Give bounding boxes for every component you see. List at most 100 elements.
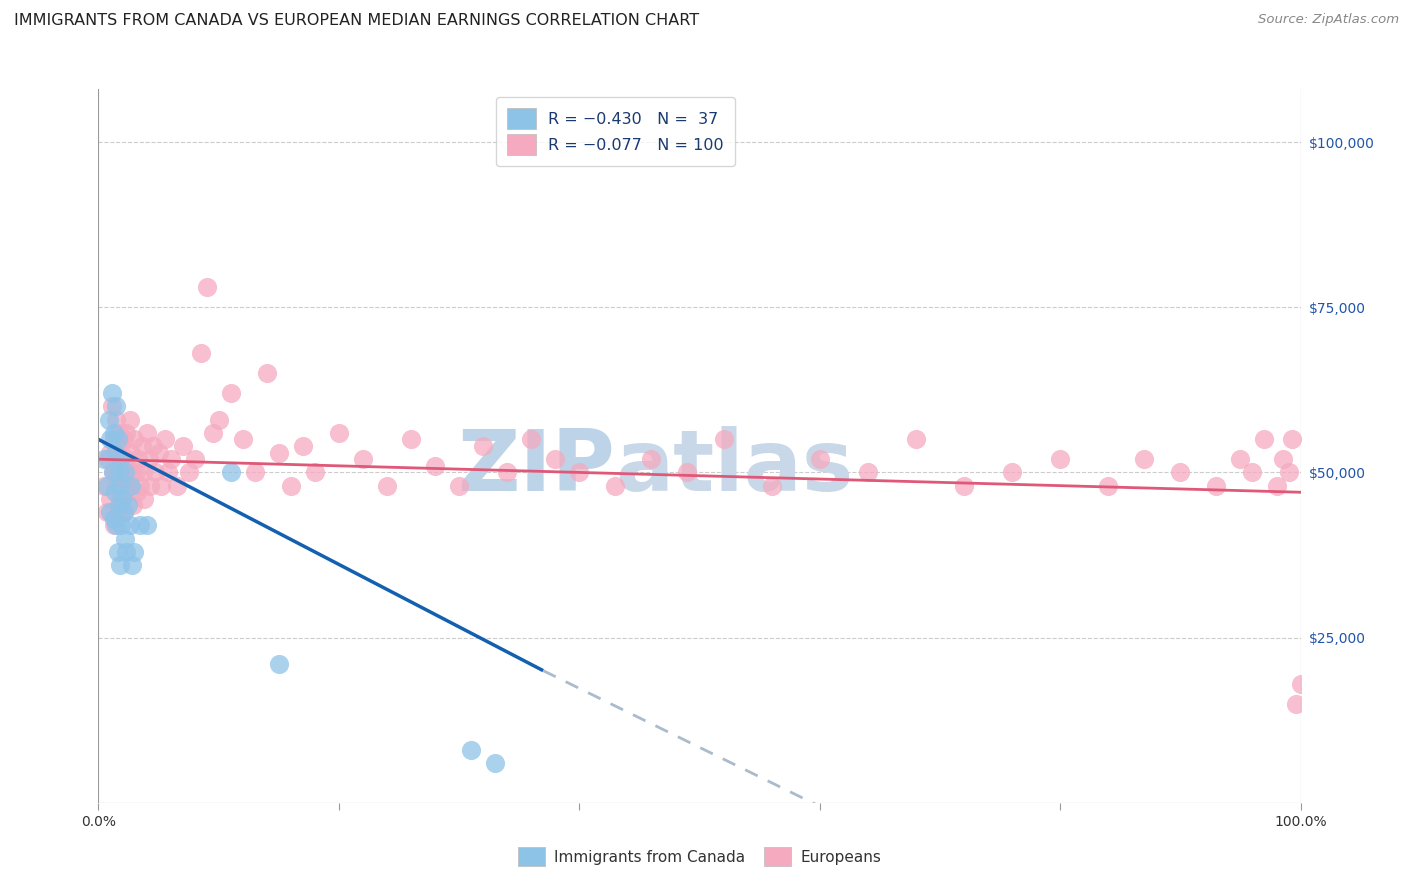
Point [135, 425, 157, 440]
Point [399, 433, 422, 447]
Point [138, 452, 160, 467]
Point [1229, 452, 1251, 467]
Point [1170, 466, 1192, 480]
Point [1271, 452, 1294, 467]
Point [472, 439, 495, 453]
Point [105, 518, 128, 533]
Point [118, 518, 141, 533]
Point [117, 452, 139, 467]
Point [953, 478, 976, 492]
Point [104, 445, 127, 459]
Point [904, 433, 927, 447]
Point [114, 466, 136, 480]
Point [112, 505, 135, 519]
Point [131, 439, 153, 453]
Point [125, 485, 148, 500]
Point [208, 412, 231, 426]
Point [129, 478, 152, 492]
Point [115, 545, 138, 559]
Point [157, 466, 180, 480]
Point [107, 505, 129, 519]
Legend: Immigrants from Canada, Europeans: Immigrants from Canada, Europeans [510, 839, 889, 873]
Text: IMMIGRANTS FROM CANADA VS EUROPEAN MEDIAN EARNINGS CORRELATION CHART: IMMIGRANTS FROM CANADA VS EUROPEAN MEDIA… [14, 13, 699, 29]
Point [1289, 677, 1312, 691]
Point [1049, 452, 1071, 467]
Point [103, 425, 125, 440]
Point [159, 452, 181, 467]
Point [177, 466, 200, 480]
Point [104, 485, 127, 500]
Point [232, 433, 254, 447]
Point [100, 386, 122, 401]
Point [1277, 466, 1299, 480]
Point [108, 491, 131, 506]
Point [267, 445, 290, 459]
Point [100, 400, 122, 414]
Point [183, 452, 205, 467]
Point [190, 346, 212, 360]
Point [117, 478, 139, 492]
Point [166, 478, 188, 492]
Point [93, 478, 115, 492]
Point [149, 478, 172, 492]
Point [97, 452, 120, 467]
Point [484, 756, 506, 771]
Point [148, 445, 170, 459]
Point [243, 466, 266, 480]
Point [520, 433, 543, 447]
Point [108, 499, 131, 513]
Point [447, 478, 470, 492]
Point [352, 452, 374, 467]
Point [121, 466, 143, 480]
Point [120, 478, 142, 492]
Point [219, 386, 242, 401]
Point [808, 452, 831, 467]
Point [108, 425, 131, 440]
Point [125, 466, 148, 480]
Point [676, 466, 699, 480]
Point [172, 439, 194, 453]
Point [195, 280, 218, 294]
Point [114, 532, 136, 546]
Point [291, 439, 314, 453]
Point [108, 558, 131, 572]
Point [104, 466, 127, 480]
Point [100, 445, 122, 459]
Point [108, 466, 131, 480]
Point [135, 518, 157, 533]
Point [605, 478, 627, 492]
Point [1097, 478, 1119, 492]
Point [110, 452, 132, 467]
Point [201, 425, 224, 440]
Point [117, 499, 139, 513]
Point [105, 412, 128, 426]
Point [267, 657, 290, 671]
Point [101, 466, 124, 480]
Point [143, 466, 166, 480]
Point [105, 400, 128, 414]
Point [139, 478, 162, 492]
Point [108, 466, 131, 480]
Point [112, 433, 135, 447]
Point [280, 478, 302, 492]
Point [127, 452, 149, 467]
Point [108, 478, 131, 492]
Point [101, 466, 124, 480]
Point [111, 478, 134, 492]
Text: atlas: atlas [616, 425, 853, 509]
Point [153, 433, 176, 447]
Point [98, 412, 121, 426]
Point [107, 445, 129, 459]
Point [114, 466, 136, 480]
Point [108, 439, 131, 453]
Point [856, 466, 879, 480]
Point [103, 518, 125, 533]
Point [121, 558, 143, 572]
Point [100, 491, 122, 506]
Point [460, 743, 482, 757]
Point [105, 478, 128, 492]
Point [1205, 478, 1227, 492]
Point [96, 505, 118, 519]
Point [107, 433, 129, 447]
Point [103, 511, 125, 525]
